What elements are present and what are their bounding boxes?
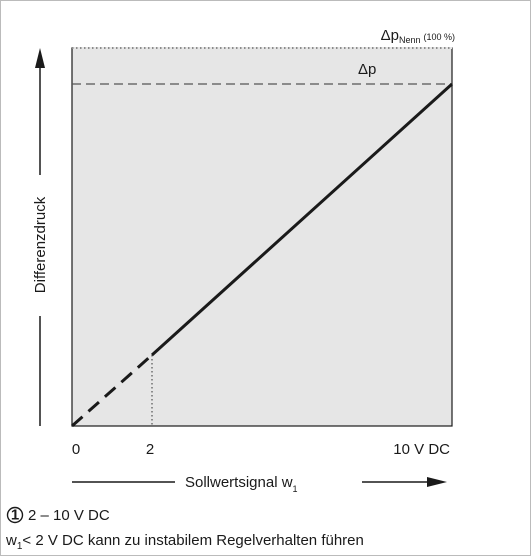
note-w: w: [5, 532, 17, 549]
note-marker: 1: [11, 507, 19, 524]
note: 2 – 10 V DC: [28, 507, 110, 524]
setpoint-label: Δp: [358, 61, 376, 78]
x-label-sub: 1: [293, 484, 298, 494]
nominal-label: ΔpNenn (100 %): [381, 27, 455, 45]
note-rest: < 2 V DC kann zu instabilem Regelverhalt…: [22, 532, 363, 549]
note-sub: 1: [17, 541, 23, 552]
control-line: [150, 82, 454, 357]
nominal-note: (100 %): [423, 32, 455, 42]
note-marker-circle: [6, 506, 24, 524]
note: w1< 2 V DC kann zu instabilem Regelverha…: [5, 532, 364, 552]
x-tick: 2: [146, 441, 154, 458]
y-label: Differenzdruck: [32, 196, 49, 293]
x-label-text: Sollwertsignal w: [185, 474, 293, 491]
x-tick: 10 V DC: [393, 441, 450, 458]
plot-area: [71, 47, 453, 427]
nominal-sub: Nenn: [399, 35, 421, 45]
x-label: Sollwertsignal w1: [185, 474, 298, 494]
unstable-range-line: [71, 353, 153, 428]
y-arrow-head: [35, 48, 45, 68]
x-tick: 0: [72, 441, 80, 458]
x-arrow-head: [427, 477, 447, 487]
nominal-symbol: Δp: [381, 27, 399, 44]
